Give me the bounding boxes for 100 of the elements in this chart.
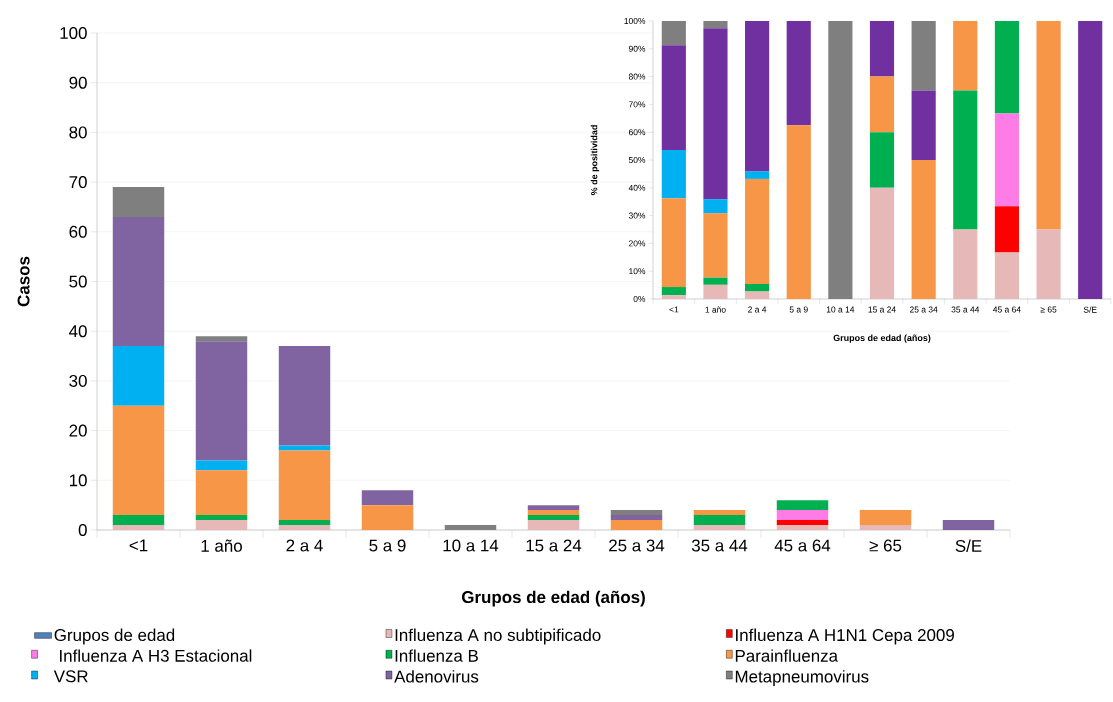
- y-tick-label: 20%: [628, 240, 646, 247]
- y-axis-title: Casos: [17, 256, 30, 307]
- legend-label: Grupos de edad: [54, 628, 175, 645]
- bar: [859, 525, 912, 530]
- bar: [661, 20, 686, 46]
- bar: [661, 198, 686, 288]
- bar: [776, 500, 829, 511]
- y-tick-label: 90: [69, 76, 87, 89]
- bar: [703, 277, 728, 285]
- x-tick-label: 45 a 64: [774, 539, 831, 552]
- x-tick-label: 15 a 24: [526, 539, 582, 552]
- bar: [661, 149, 686, 199]
- y-tick-label: 60%: [628, 129, 646, 136]
- x-tick-label: 15 a 24: [868, 306, 896, 313]
- legend-label: Parainfluenza: [735, 649, 839, 662]
- bar: [278, 525, 331, 530]
- bar: [994, 252, 1019, 299]
- legend-label: Influenza A H3 Estacional: [60, 649, 252, 662]
- x-tick-label: 2 a 4: [286, 539, 323, 552]
- bar: [693, 515, 746, 526]
- bar: [661, 287, 686, 296]
- bar: [994, 20, 1019, 114]
- x-tick-label: 10 a 14: [443, 539, 499, 552]
- x-tick-label: <1: [129, 539, 148, 552]
- bar: [361, 505, 414, 530]
- bar: [869, 20, 895, 77]
- legend-label: Influenza A no subtipificado: [395, 628, 601, 645]
- x-tick-label: 45 a 64: [992, 306, 1021, 313]
- y-tick-label: 40%: [628, 184, 646, 191]
- legend-label: Adenovirus: [394, 670, 479, 683]
- bar: [776, 510, 829, 521]
- bar: [278, 450, 331, 521]
- bar: [953, 229, 978, 299]
- x-tick-label: 1 año: [201, 539, 242, 552]
- y-tick-label: 10%: [629, 268, 646, 275]
- y-tick-label: 100: [60, 26, 87, 39]
- bar: [703, 199, 728, 214]
- bar: [278, 520, 331, 526]
- bar: [195, 520, 248, 530]
- bar: [278, 346, 331, 446]
- bar: [859, 510, 912, 526]
- bar: [786, 125, 811, 299]
- bar: [195, 341, 248, 461]
- bar: [112, 187, 165, 217]
- bar: [610, 510, 663, 516]
- bar: [869, 76, 895, 133]
- legend-label: Influenza B: [395, 649, 478, 662]
- bar: [703, 284, 728, 299]
- bar: [527, 510, 580, 516]
- x-tick-label: 25 a 34: [909, 306, 938, 313]
- x-tick-label: 1 año: [705, 306, 726, 313]
- x-tick-label: S/E: [955, 539, 982, 552]
- x-tick-label: 35 a 44: [691, 539, 748, 552]
- bar: [953, 90, 978, 230]
- y-tick-label: 0%: [633, 296, 646, 302]
- bar: [942, 520, 995, 530]
- bar: [1036, 20, 1061, 230]
- x-tick-label: S/E: [1083, 306, 1097, 313]
- y-tick-label: 50: [69, 275, 87, 288]
- bar: [361, 490, 414, 506]
- y-tick-label: 70: [69, 176, 87, 189]
- bar: [661, 295, 686, 299]
- bar: [776, 520, 829, 526]
- bar: [195, 470, 248, 516]
- bar: [195, 336, 248, 342]
- bar: [911, 20, 936, 91]
- y-tick-label: 80%: [628, 73, 646, 80]
- bar: [195, 460, 248, 471]
- x-tick-label: 25 a 34: [609, 539, 665, 552]
- bar: [745, 283, 770, 292]
- bar: [703, 213, 728, 278]
- bar: [610, 515, 663, 521]
- bar: [953, 20, 978, 91]
- bar: [1078, 20, 1103, 299]
- y-tick-label: 100%: [624, 18, 646, 24]
- y-tick-label: 40: [69, 325, 87, 338]
- bar: [828, 20, 853, 299]
- x-tick-label: 5 a 9: [369, 539, 406, 552]
- x-tick-label: 35 a 44: [951, 306, 980, 313]
- bar: [527, 520, 580, 530]
- bar: [112, 515, 165, 526]
- y-tick-label: 50%: [628, 157, 646, 163]
- bar: [911, 90, 936, 160]
- legend-label: Metapneumovirus: [735, 670, 869, 686]
- bar: [869, 187, 895, 299]
- legend-label: Influenza A H1N1 Cepa 2009: [736, 628, 954, 645]
- bar: [911, 159, 936, 299]
- x-tick-label: ≥ 65: [869, 539, 902, 552]
- x-tick-label: ≥ 65: [1040, 306, 1057, 313]
- y-tick-label: 20: [69, 424, 87, 437]
- bar: [1036, 229, 1061, 299]
- x-axis-title: Grupos de edad (años): [461, 590, 645, 607]
- y-tick-label: 90%: [628, 45, 646, 52]
- bar: [703, 28, 728, 200]
- bar: [693, 525, 746, 530]
- bar: [112, 346, 165, 406]
- y-axis-title: % de positividad: [590, 125, 600, 196]
- bar: [661, 45, 686, 150]
- bar: [693, 510, 746, 516]
- y-tick-label: 60: [69, 225, 87, 238]
